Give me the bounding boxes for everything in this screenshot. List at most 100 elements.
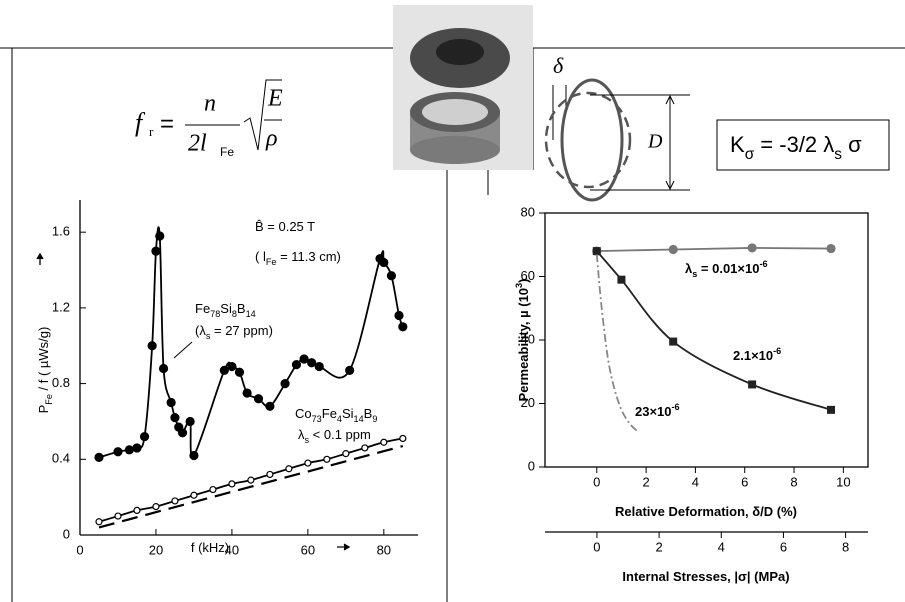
text-part: B (237, 301, 246, 316)
formula-sqrt (243, 79, 282, 151)
text-part: 4 (337, 414, 342, 424)
y-tick-label: 60 (521, 268, 535, 283)
y-axis-label: PFe / f ( µWs/g) (36, 327, 54, 414)
point (748, 380, 757, 389)
point (124, 445, 134, 455)
text-part: -6 (672, 402, 680, 412)
text-part: K (730, 132, 745, 157)
formula-n: n (204, 91, 216, 117)
text-part: Relative Deformation, δ/D (%) (615, 504, 797, 519)
formula-eq: = (160, 110, 174, 137)
text-part: 14 (246, 309, 256, 319)
x-tick-label: 10 (836, 474, 850, 489)
x-tick-label: 80 (377, 542, 391, 557)
text-part: λ (685, 261, 693, 276)
y-axis-label: Permeability, µ (103) (514, 279, 531, 402)
point (253, 394, 264, 404)
x-tick-label: 4 (692, 474, 699, 489)
formula-E: E (267, 86, 283, 112)
y-tick-label: 0 (528, 458, 535, 473)
series-label: Fe78Si8B14 (195, 301, 256, 319)
y-tick-label: 20 (521, 395, 535, 410)
series-label: λs = 0.01×10-6 (685, 259, 768, 279)
point (228, 480, 236, 488)
formula-den: 2l (188, 131, 207, 157)
text-part: λ (298, 427, 305, 442)
formula-r: r (149, 124, 154, 139)
point (314, 361, 324, 372)
point (342, 450, 350, 458)
text-part: Co (295, 406, 312, 421)
text-part: σ (842, 132, 862, 157)
series-label: 23×10-6 (635, 402, 680, 419)
text-part: ( l (255, 249, 266, 264)
x2-tick-label: 0 (593, 539, 600, 554)
text-part: 73 (312, 414, 322, 424)
point (177, 428, 188, 438)
point (386, 271, 397, 281)
photo (393, 5, 533, 170)
point (95, 518, 103, 526)
point (304, 459, 312, 467)
point (280, 378, 290, 389)
y-tick-label: 1.6 (52, 224, 70, 239)
point (189, 450, 199, 461)
dim-arrowheads (665, 94, 675, 191)
x-tick-label: 0 (76, 542, 83, 557)
text-part: 23×10 (635, 404, 672, 419)
point (147, 341, 157, 351)
deformation-diagram: δ D Kσ = -3/2 λs σ (544, 53, 890, 202)
y-tick-label: 40 (521, 331, 535, 346)
D-label: D (647, 131, 663, 153)
text-part: 78 (210, 309, 220, 319)
point (209, 485, 217, 494)
series-label: Co73Fe4Si14B9 (295, 406, 377, 424)
text-part: = 11.3 cm) (276, 249, 340, 264)
text-part: / f ( µWs/g) (36, 327, 51, 394)
x-axis-label: Relative Deformation, δ/D (%) (615, 504, 797, 519)
point (151, 246, 161, 256)
text-part: Internal Stresses, |σ| (MPa) (622, 569, 789, 584)
point (219, 365, 229, 375)
ring-shape (560, 78, 624, 202)
point (827, 405, 836, 414)
point (399, 434, 407, 443)
y-tick-label: 80 (521, 204, 535, 219)
point (826, 243, 836, 254)
point (669, 337, 678, 346)
point (307, 358, 317, 368)
point (299, 354, 309, 364)
point (285, 465, 293, 473)
point (668, 244, 678, 255)
equation-box (716, 119, 890, 171)
point (247, 476, 255, 484)
text-part: s (692, 269, 697, 279)
text-part: Fe (195, 301, 210, 316)
text-part: (λ (195, 323, 206, 338)
x-tick-label: 60 (301, 542, 315, 557)
delta-label: δ (553, 53, 564, 78)
text-part: σ (745, 146, 755, 163)
point (227, 361, 237, 372)
point (234, 367, 245, 377)
text-part: B (364, 406, 373, 421)
x-axis-label: f (kHz) (191, 540, 229, 555)
text-part: Permeability, µ (10 (516, 288, 531, 401)
x-tick-label: 6 (741, 474, 748, 489)
point (190, 491, 198, 499)
y-tick-label: 0 (63, 526, 70, 541)
text-part: 9 (372, 414, 377, 424)
x2-tick-label: 2 (655, 539, 662, 554)
point (155, 231, 165, 241)
y-tick-label: 1.2 (52, 299, 70, 314)
x-tick-label: 40 (225, 542, 239, 557)
series-line (98, 444, 404, 529)
point (133, 506, 141, 514)
text-part: -6 (773, 346, 781, 356)
text-part: s (206, 331, 211, 341)
text-part: B̂ = 0.25 T (255, 219, 315, 234)
text-part: Si (220, 301, 232, 316)
point (265, 401, 275, 411)
formula-fe: Fe (220, 145, 234, 159)
